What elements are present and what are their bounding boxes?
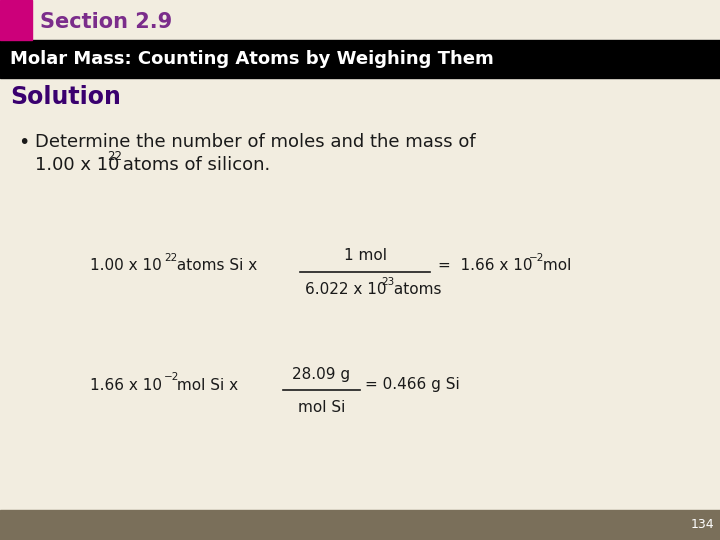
Text: mol Si: mol Si bbox=[298, 400, 345, 415]
Bar bbox=[0, 40, 720, 78]
Text: Section 2.9: Section 2.9 bbox=[40, 12, 172, 32]
Text: 22: 22 bbox=[107, 151, 122, 164]
Bar bbox=[0, 0, 32, 40]
Text: Solution: Solution bbox=[10, 85, 121, 109]
Text: 134: 134 bbox=[690, 518, 714, 531]
Text: 1.66 x 10: 1.66 x 10 bbox=[90, 377, 162, 393]
Text: =  1.66 x 10: = 1.66 x 10 bbox=[438, 259, 533, 273]
Text: 1.00 x 10: 1.00 x 10 bbox=[35, 156, 120, 174]
Text: •: • bbox=[18, 132, 30, 152]
Text: 1.00 x 10: 1.00 x 10 bbox=[90, 259, 162, 273]
Text: 28.09 g: 28.09 g bbox=[292, 368, 351, 382]
Text: mol Si x: mol Si x bbox=[172, 377, 238, 393]
Text: −2: −2 bbox=[529, 253, 544, 263]
Bar bbox=[0, 510, 720, 540]
Text: mol: mol bbox=[538, 259, 572, 273]
Text: atoms of silicon.: atoms of silicon. bbox=[117, 156, 270, 174]
Text: 23: 23 bbox=[381, 277, 395, 287]
Text: = 0.466 g Si: = 0.466 g Si bbox=[365, 377, 460, 393]
Text: Molar Mass: Counting Atoms by Weighing Them: Molar Mass: Counting Atoms by Weighing T… bbox=[10, 50, 494, 68]
Text: −2: −2 bbox=[164, 372, 179, 382]
Text: atoms: atoms bbox=[389, 282, 441, 298]
Text: Determine the number of moles and the mass of: Determine the number of moles and the ma… bbox=[35, 133, 476, 151]
Text: 6.022 x 10: 6.022 x 10 bbox=[305, 282, 387, 298]
Text: 1 mol: 1 mol bbox=[343, 247, 387, 262]
Text: atoms Si x: atoms Si x bbox=[172, 259, 257, 273]
Text: 22: 22 bbox=[164, 253, 177, 263]
